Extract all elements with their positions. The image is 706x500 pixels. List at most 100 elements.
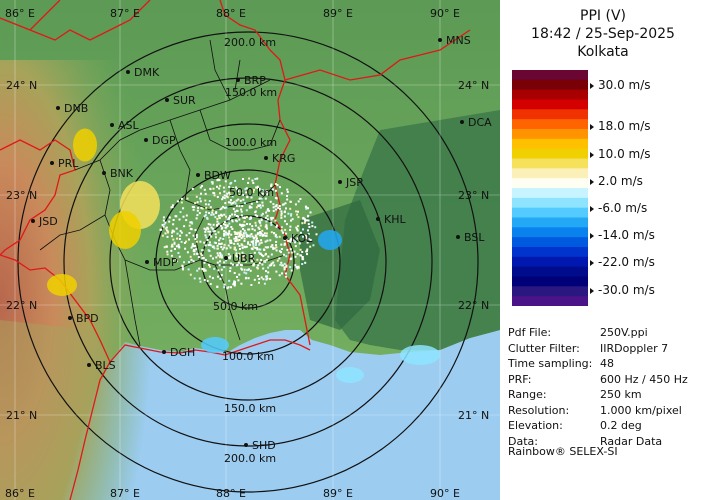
echo-pixel [241,205,244,208]
echo-patch [336,367,364,383]
echo-pixel [213,192,216,195]
echo-pixel [248,177,251,180]
echo-pixel [241,256,244,259]
echo-pixel [258,262,261,264]
station-label-dgh: DGH [170,346,195,359]
echo-pixel [191,243,194,246]
echo-pixel [275,249,278,252]
echo-pixel [219,192,221,195]
echo-pixel [193,250,196,253]
echo-pixel [305,207,308,210]
echo-pixel [249,253,252,256]
echo-pixel [268,209,271,212]
echo-pixel [228,222,231,225]
legend-swatch [512,286,588,297]
legend-swatch [512,70,588,81]
echo-pixel [193,249,195,251]
legend-label: 2.0 m/s [598,174,643,188]
echo-pixel [306,248,309,251]
echo-pixel [220,268,223,271]
echo-pixel [270,223,273,226]
echo-pixel [189,255,192,258]
echo-pixel [240,214,243,217]
echo-pixel [218,217,221,219]
echo-pixel [280,248,283,250]
echo-pixel [256,246,259,249]
legend-label: 30.0 m/s [598,78,651,92]
echo-pixel [256,177,259,180]
echo-pixel [296,229,299,232]
echo-pixel [261,192,264,195]
echo-pixel [230,203,233,205]
echo-pixel [165,245,168,248]
echo-pixel [242,255,245,258]
echo-pixel [256,200,258,203]
info-key: Resolution: [508,403,570,417]
info-value: 1.000 km/pixel [600,403,682,417]
echo-pixel [229,270,232,273]
echo-pixel [219,256,221,259]
echo-pixel [297,225,299,228]
station-label-jsr: JSR [345,176,364,189]
range-label-bottom: 100.0 km [222,350,274,363]
echo-pixel [276,184,279,187]
echo-pixel [296,213,299,216]
range-ring [63,77,433,447]
echo-pixel [204,244,207,247]
echo-pixel [294,203,297,206]
echo-pixel [281,264,284,267]
range-label-bottom: 200.0 km [224,452,276,465]
echo-pixel [175,215,178,218]
echo-pixel [236,255,238,258]
echo-pixel [239,199,242,202]
echo-pixel [235,232,238,235]
info-key: Pdf File: [508,326,552,339]
echo-pixel [208,243,211,246]
legend-swatch [512,256,588,268]
legend-swatch [512,89,588,100]
echo-pixel [204,269,207,272]
echo-pixel [258,231,261,234]
echo-pixel [259,222,262,225]
lon-label-top: 90° E [430,7,460,20]
echo-patch [201,337,229,353]
echo-pixel [302,228,304,231]
echo-pixel [226,232,229,235]
echo-pixel [289,200,292,203]
echo-pixel [228,232,231,235]
lon-label-bottom: 90° E [430,487,460,500]
echo-pixel [249,243,252,246]
echo-pixel [306,241,309,244]
echo-pixel [212,230,215,233]
echo-pixel [234,219,237,222]
legend-swatch [512,138,588,150]
echo-pixel [219,208,222,211]
echo-pixel [283,262,286,265]
echo-pixel [265,232,268,235]
echo-pixel [249,269,252,272]
echo-pixel [225,233,227,236]
echo-pixel [286,194,288,197]
echo-pixel [294,255,297,258]
echo-pixel [233,237,236,240]
echo-pixel [199,197,202,200]
echo-pixel [228,239,231,242]
echo-pixel [236,242,239,245]
echo-pixel [250,196,253,199]
echo-patch [318,230,342,250]
echo-pixel [248,205,251,208]
echo-pixel [224,226,227,229]
echo-pixel [234,210,237,213]
lat-label-right: 22° N [458,299,489,312]
echo-pixel [168,220,171,223]
echo-pixel [238,273,241,276]
echo-pixel [253,263,256,266]
lat-label-left: 23° N [6,189,37,202]
echo-pixel [258,248,261,251]
echo-pixel [275,183,277,185]
echo-pixel [203,227,206,230]
echo-pixel [209,223,212,226]
echo-pixel [237,198,240,201]
info-row: Resolution: 1.000 km/pixel [508,403,682,417]
echo-pixel [271,244,274,247]
